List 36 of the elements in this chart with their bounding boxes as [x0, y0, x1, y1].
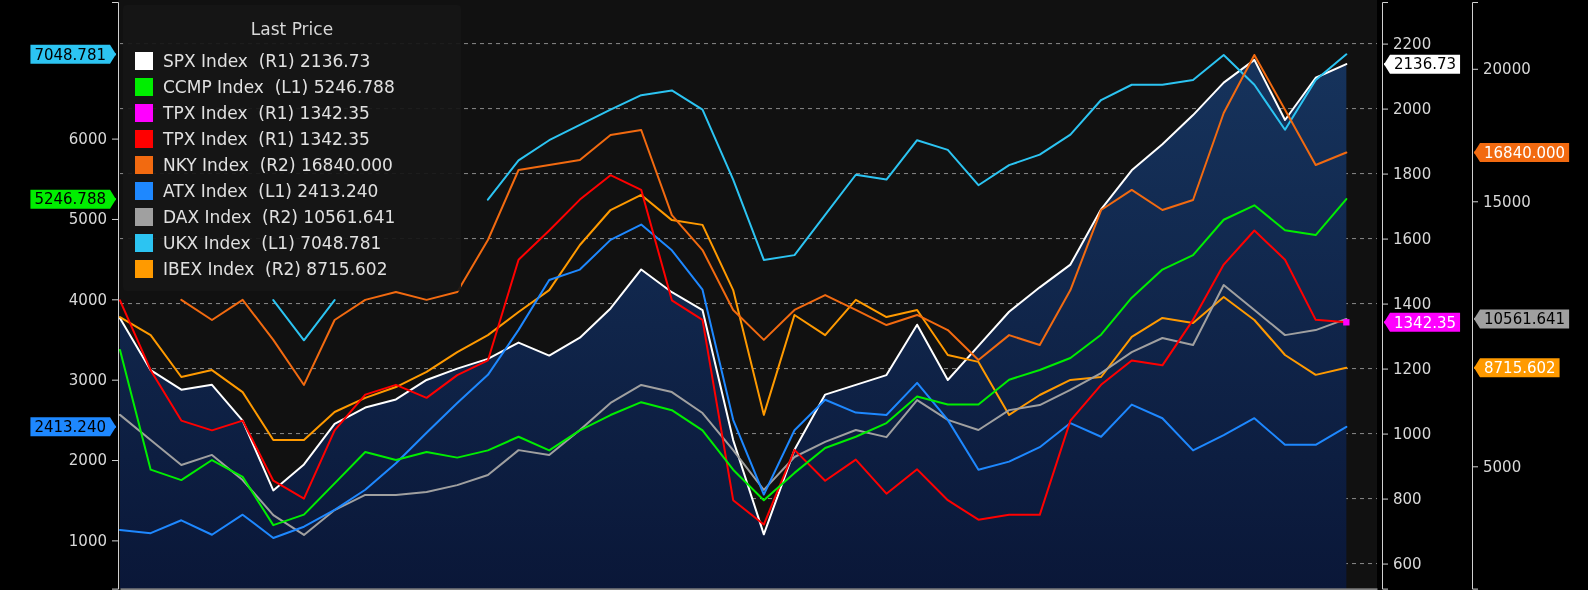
legend-label: IBEX Index (R2) 8715.602 [163, 259, 388, 279]
ref-line-label: 16840.000 [1484, 143, 1566, 162]
y-tick-label: 5000 [68, 210, 107, 229]
y2-tick-label: 800 [1393, 489, 1422, 508]
y2-tick-label: 2200 [1393, 34, 1432, 53]
ref-line-label: 7048.781 [34, 45, 106, 64]
ref-line-label: 2136.73 [1394, 55, 1457, 74]
legend-label: ATX Index (L1) 2413.240 [163, 181, 379, 201]
y-tick-label: 3000 [68, 370, 107, 389]
legend-title: Last Price [250, 19, 334, 39]
ref-line-label: 8715.602 [1484, 359, 1556, 378]
y3-tick-label: 5000 [1483, 457, 1522, 476]
y3-tick-label: 20000 [1483, 60, 1531, 79]
y2-tick-label: 1200 [1393, 359, 1432, 378]
y-tick-label: 1000 [68, 531, 107, 550]
y2-tick-label: 600 [1393, 554, 1422, 573]
y2-tick-label: 2000 [1393, 99, 1432, 118]
y2-tick-label: 1600 [1393, 229, 1432, 248]
y-tick-label: 4000 [68, 290, 107, 309]
legend-label: TPX Index (R1) 1342.35 [162, 103, 370, 123]
ref-line-label: 10561.641 [1484, 310, 1566, 329]
y-tick-label: 6000 [68, 129, 107, 148]
ref-line-label: 5246.788 [34, 190, 106, 209]
y2-tick-label: 1000 [1393, 424, 1432, 443]
legend-label: NKY Index (R2) 16840.000 [163, 155, 393, 175]
legend-label: DAX Index (R2) 10561.641 [163, 207, 396, 227]
legend-label: CCMP Index (L1) 5246.788 [163, 77, 395, 97]
y2-tick-label: 1400 [1393, 294, 1432, 313]
legend-label: TPX Index (R1) 1342.35 [162, 129, 370, 149]
y2-tick-label: 1800 [1393, 164, 1432, 183]
y3-tick-label: 15000 [1483, 192, 1531, 211]
ref-line-label: 1342.35 [1394, 313, 1457, 332]
ref-line-label: 2413.240 [34, 418, 106, 437]
legend-label: UKX Index (L1) 7048.781 [163, 233, 382, 253]
legend-label: SPX Index (R1) 2136.73 [163, 51, 371, 71]
y-tick-label: 2000 [68, 451, 107, 470]
